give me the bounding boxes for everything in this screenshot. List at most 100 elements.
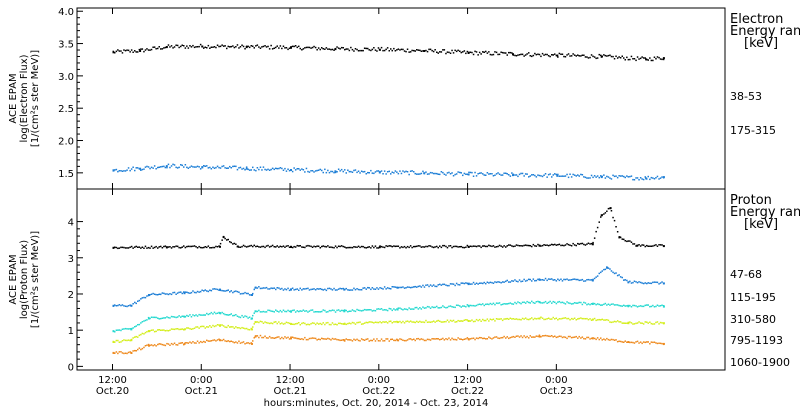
proton-point (354, 246, 357, 248)
proton-point (503, 303, 505, 305)
proton-point (589, 338, 591, 340)
proton-point (327, 321, 329, 324)
electron-point (252, 166, 254, 169)
proton-point (382, 340, 384, 342)
electron-point (262, 166, 265, 168)
electron-point (615, 55, 617, 57)
electron-datapoint (290, 46, 292, 49)
electron-point (178, 166, 180, 169)
proton-point (659, 305, 662, 307)
proton-point (578, 317, 580, 320)
proton-point (500, 337, 502, 339)
proton-point (477, 283, 479, 285)
proton-point (417, 321, 420, 323)
proton-point (296, 337, 298, 340)
electron-point (258, 46, 260, 48)
electron-point (146, 48, 148, 50)
electron-point (305, 167, 308, 170)
proton-point (293, 289, 295, 291)
proton-point (508, 337, 510, 340)
electron-point (419, 49, 421, 52)
proton-point (273, 246, 275, 248)
proton-point (152, 247, 154, 249)
proton-point (241, 341, 243, 344)
proton-point (472, 245, 475, 247)
proton-point (396, 245, 398, 247)
proton-datapoint (600, 214, 603, 217)
proton-point (636, 322, 639, 324)
proton-point (523, 278, 525, 281)
proton-point (160, 329, 162, 331)
proton-point (526, 300, 528, 303)
proton-point (406, 286, 409, 288)
electron-point (244, 169, 246, 171)
proton-point (164, 344, 167, 347)
electron-point (489, 173, 492, 175)
proton-point (354, 323, 357, 325)
electron-point (463, 172, 466, 175)
proton-point (291, 287, 294, 289)
xtick-date-label: Oct.23 (540, 386, 573, 397)
proton-point (383, 321, 386, 323)
proton-point (143, 247, 145, 249)
electron-point (455, 50, 458, 53)
electron-point (124, 170, 127, 172)
electron-point (443, 173, 446, 175)
electron-point (157, 166, 159, 169)
proton-point (184, 246, 187, 249)
proton-point (508, 302, 510, 305)
proton-point (572, 318, 574, 320)
electron-point (526, 173, 528, 175)
electron-point (288, 47, 291, 49)
proton-point (281, 336, 283, 339)
proton-point (304, 246, 306, 249)
electron-point (126, 169, 128, 171)
proton-point (457, 246, 459, 248)
xtick-date-label: Oct.21 (185, 386, 218, 397)
electron-point (537, 53, 539, 55)
proton-point (166, 316, 168, 318)
proton-point (314, 289, 317, 291)
proton-point (498, 318, 501, 320)
electron-point (506, 173, 508, 175)
electron-point (298, 45, 300, 48)
proton-point (577, 242, 579, 245)
proton-point (600, 271, 602, 274)
proton-point (204, 314, 206, 316)
proton-point (578, 335, 580, 338)
electron-point (281, 47, 283, 50)
electron-point (235, 165, 237, 168)
proton-point (457, 337, 459, 339)
proton-point (152, 329, 154, 331)
proton-point (501, 281, 504, 283)
proton-point (259, 334, 262, 337)
electron-point (402, 170, 404, 172)
proton-point (135, 302, 137, 305)
proton-point (538, 334, 541, 336)
proton-point (175, 316, 177, 319)
proton-point (304, 288, 306, 290)
proton-point (587, 242, 590, 244)
proton-point (600, 319, 602, 321)
proton-point (215, 245, 217, 248)
proton-point (623, 322, 625, 324)
proton-point (180, 291, 182, 293)
proton-point (129, 246, 131, 248)
proton-point (279, 309, 282, 312)
proton-point (440, 321, 443, 323)
proton-point (180, 316, 182, 318)
proton-point (486, 281, 489, 283)
proton-point (619, 236, 622, 239)
electron-point (573, 54, 576, 56)
proton-point (465, 246, 467, 248)
proton-point (391, 286, 393, 288)
electron-point (627, 176, 630, 178)
proton-datapoint (290, 310, 292, 313)
proton-point (275, 288, 277, 291)
proton-point (353, 246, 355, 248)
electron-point (327, 169, 329, 172)
proton-point (616, 231, 619, 233)
proton-point (419, 338, 421, 341)
electron-point (425, 171, 427, 173)
proton-point (224, 290, 226, 292)
